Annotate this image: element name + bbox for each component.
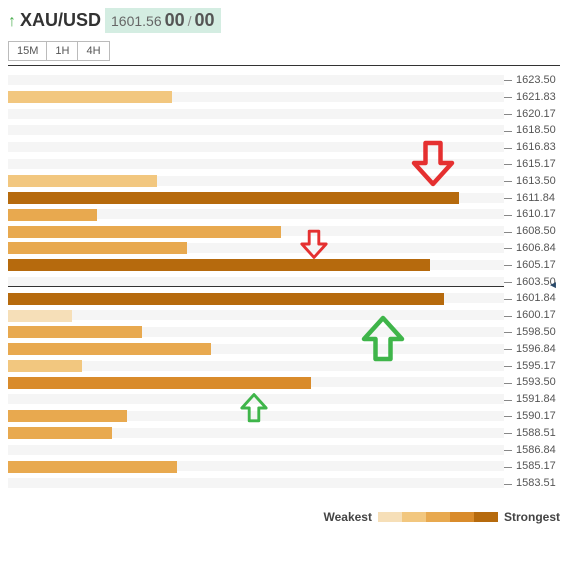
level-row: [8, 442, 504, 459]
level-row: [8, 458, 504, 475]
header: ↑ XAU/USD 1601.56 00 / 00: [8, 8, 561, 33]
strength-bar: [8, 175, 157, 187]
legend-color-segment: [402, 512, 426, 522]
strength-bar: [8, 326, 142, 338]
level-row: [8, 89, 504, 106]
current-price-marker-icon: ◄: [548, 280, 558, 291]
y-axis-label: 1590.17: [516, 410, 556, 422]
level-row: [8, 72, 504, 89]
resistance-arrow-icon: [298, 228, 330, 260]
level-row: [8, 206, 504, 223]
symbol-label: XAU/USD: [20, 10, 101, 31]
legend-color-segment: [450, 512, 474, 522]
level-row: [8, 240, 504, 257]
y-axis-label: 1583.51: [516, 477, 556, 489]
y-axis-label: 1608.50: [516, 225, 556, 237]
legend-color-segment: [426, 512, 450, 522]
strength-bar: [8, 360, 82, 372]
level-row: [8, 290, 504, 307]
strength-bar: [8, 192, 459, 204]
y-axis-label: 1593.50: [516, 376, 556, 388]
support-arrow-icon: [358, 314, 408, 364]
y-axis-label: 1588.51: [516, 427, 556, 439]
strength-bar: [8, 259, 430, 271]
y-axis-label: 1623.50: [516, 74, 556, 86]
level-row: [8, 324, 504, 341]
support-arrow-icon: [238, 392, 270, 424]
y-axis-label: 1591.84: [516, 393, 556, 405]
chart-area: [8, 66, 504, 504]
legend-strong-label: Strongest: [504, 510, 560, 524]
up-arrow-icon: ↑: [8, 13, 16, 31]
level-row: [8, 307, 504, 324]
level-row: [8, 223, 504, 240]
legend-weak-label: Weakest: [324, 510, 372, 524]
level-row: [8, 122, 504, 139]
y-axis-label: 1605.17: [516, 259, 556, 271]
strength-bar: [8, 410, 127, 422]
level-row: [8, 425, 504, 442]
y-axis-label: 1615.17: [516, 158, 556, 170]
strength-bar: [8, 377, 311, 389]
level-row: [8, 106, 504, 123]
y-axis-label: 1600.17: [516, 309, 556, 321]
strength-bar: [8, 91, 172, 103]
y-axis-label: 1616.83: [516, 141, 556, 153]
resistance-arrow-icon: [408, 138, 458, 188]
y-axis-label: 1606.84: [516, 242, 556, 254]
y-axis-label: 1586.84: [516, 444, 556, 456]
y-axis-label: 1618.50: [516, 124, 556, 136]
confluence-chart: 1623.50 1621.83 1620.17 1618.50 1616.83 1615.…: [8, 65, 560, 504]
y-axis-label: 1595.17: [516, 360, 556, 372]
strength-bar: [8, 242, 187, 254]
level-row: [8, 190, 504, 207]
y-axis-label: 1620.17: [516, 108, 556, 120]
y-axis-label: 1611.84: [516, 192, 555, 204]
price-sep: /: [188, 13, 192, 29]
level-row: [8, 257, 504, 274]
legend-color-segment: [474, 512, 498, 522]
level-row: [8, 358, 504, 375]
strength-bar: [8, 226, 281, 238]
y-axis-label: 1610.17: [516, 208, 556, 220]
level-row: [8, 475, 504, 492]
y-axis-label: 1621.83: [516, 91, 556, 103]
y-axis-label: 1598.50: [516, 326, 556, 338]
price-group: 1601.56 00 / 00: [105, 8, 221, 33]
price-bid: 00: [165, 10, 185, 31]
y-axis-label: 1601.84: [516, 292, 556, 304]
y-axis-label: 1613.50: [516, 175, 556, 187]
strength-bar: [8, 293, 444, 305]
level-row: [8, 274, 504, 291]
price-main: 1601.56: [111, 13, 162, 29]
tab-4h[interactable]: 4H: [78, 41, 109, 61]
legend-gradient: [378, 512, 498, 522]
tab-1h[interactable]: 1H: [47, 41, 78, 61]
price-ask: 00: [195, 10, 215, 31]
timeframe-tabs: 15M 1H 4H: [8, 41, 561, 61]
legend-color-segment: [378, 512, 402, 522]
level-row: [8, 374, 504, 391]
strength-bar: [8, 461, 177, 473]
strength-bar: [8, 343, 211, 355]
strength-legend: Weakest Strongest: [8, 510, 560, 524]
y-axis-label: 1596.84: [516, 343, 556, 355]
tab-15m[interactable]: 15M: [8, 41, 47, 61]
level-row: [8, 341, 504, 358]
strength-bar: [8, 427, 112, 439]
strength-bar: [8, 310, 72, 322]
y-axis-label: 1585.17: [516, 460, 556, 472]
current-price-line: [8, 286, 504, 287]
strength-bar: [8, 209, 97, 221]
